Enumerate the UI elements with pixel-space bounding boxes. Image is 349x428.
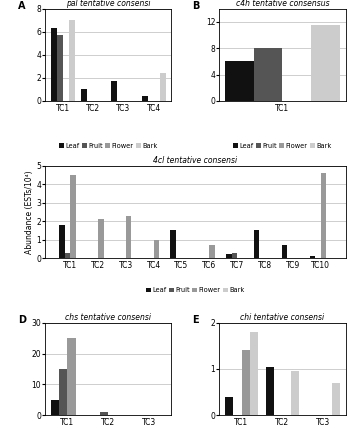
Bar <box>225 61 254 101</box>
Bar <box>65 253 70 258</box>
Legend: Leaf, Fruit, Flower, Bark: Leaf, Fruit, Flower, Bark <box>233 143 332 149</box>
Bar <box>100 412 109 415</box>
Text: B: B <box>192 1 199 11</box>
Title: chs tentative consensi: chs tentative consensi <box>65 313 151 322</box>
Bar <box>311 25 340 101</box>
Title: c4h tentative consensus: c4h tentative consensus <box>236 0 329 8</box>
Bar <box>51 28 57 101</box>
Bar <box>226 254 232 258</box>
Legend: Leaf, Fruit, Flower, Bark: Leaf, Fruit, Flower, Bark <box>146 287 245 293</box>
Bar <box>232 253 237 258</box>
Text: A: A <box>18 1 25 11</box>
Bar <box>59 225 65 258</box>
Bar <box>154 240 159 258</box>
Bar <box>59 369 67 415</box>
Title: pal tentative consensi: pal tentative consensi <box>66 0 151 8</box>
Bar <box>51 400 59 415</box>
Bar <box>321 173 326 258</box>
Bar <box>266 367 274 415</box>
Bar <box>126 216 132 258</box>
Bar <box>170 230 176 258</box>
Bar <box>209 245 215 258</box>
Title: 4cl tentative consensi: 4cl tentative consensi <box>153 156 238 165</box>
Bar <box>254 230 259 258</box>
Bar <box>160 73 166 101</box>
Y-axis label: Abundance (ESTs/10⁴): Abundance (ESTs/10⁴) <box>24 170 34 254</box>
Bar <box>70 175 76 258</box>
Bar <box>69 20 75 101</box>
Bar <box>250 332 258 415</box>
Bar <box>282 245 287 258</box>
Bar <box>67 338 76 415</box>
Legend: Leaf, Fruit, Flower, Bark: Leaf, Fruit, Flower, Bark <box>59 143 158 149</box>
Bar <box>57 35 63 101</box>
Bar <box>142 96 148 101</box>
Text: E: E <box>192 315 198 325</box>
Bar <box>98 219 104 258</box>
Bar <box>291 371 299 415</box>
Bar <box>254 48 282 101</box>
Bar <box>310 256 315 258</box>
Bar <box>242 351 250 415</box>
Bar <box>225 397 233 415</box>
Bar <box>81 89 87 101</box>
Bar <box>111 81 118 101</box>
Bar <box>332 383 340 415</box>
Title: chi tentative consensi: chi tentative consensi <box>240 313 325 322</box>
Text: D: D <box>18 315 25 325</box>
